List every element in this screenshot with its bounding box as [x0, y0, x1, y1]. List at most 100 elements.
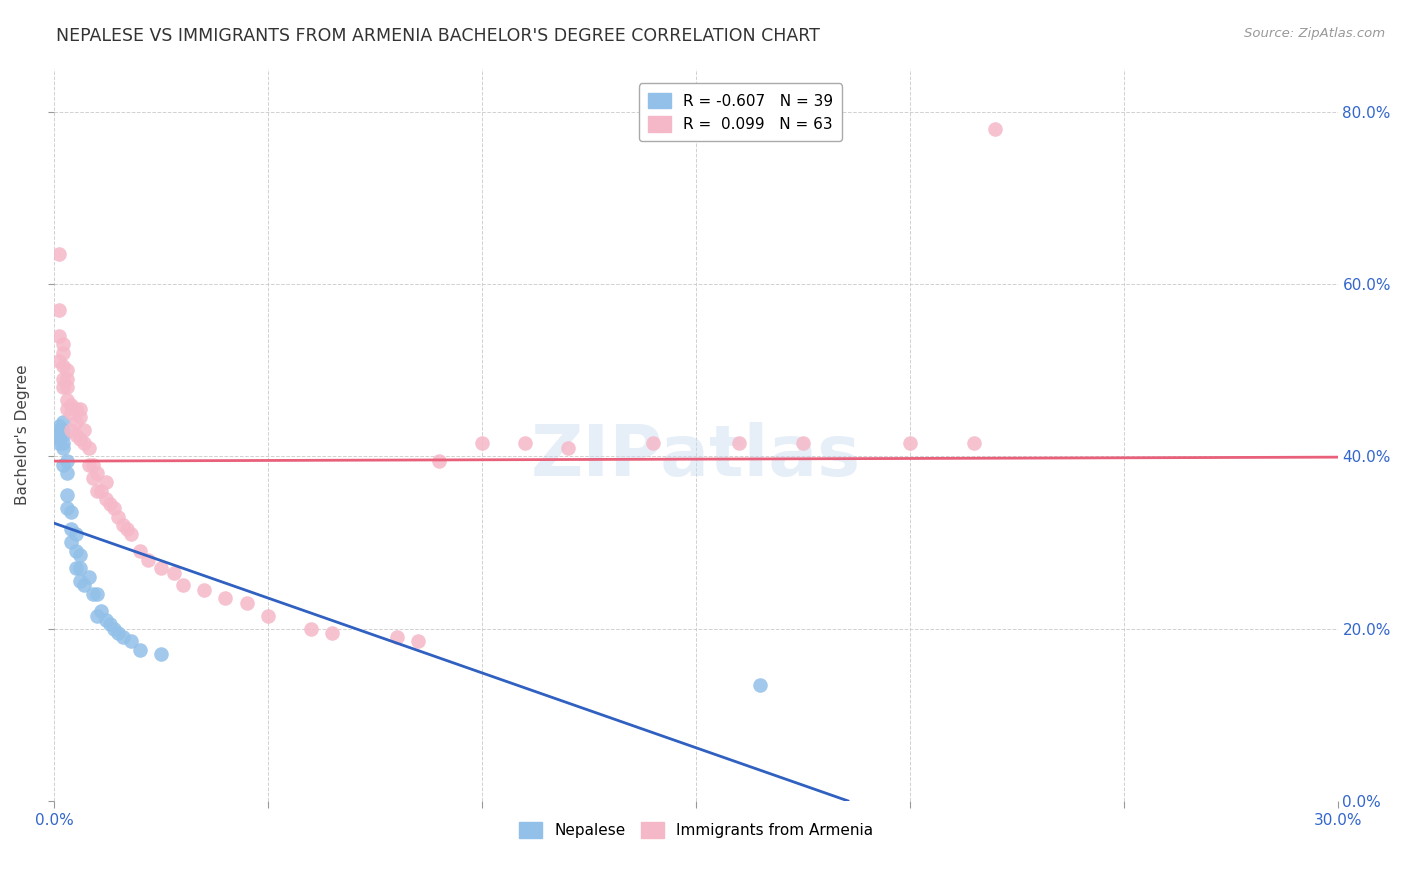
Point	[193, 582, 215, 597]
Point	[103, 622, 125, 636]
Point	[48, 246, 70, 260]
Point	[65, 427, 87, 442]
Text: ZIPatlas: ZIPatlas	[531, 422, 860, 491]
Point	[56, 393, 79, 408]
Text: NEPALESE VS IMMIGRANTS FROM ARMENIA BACHELOR'S DEGREE CORRELATION CHART: NEPALESE VS IMMIGRANTS FROM ARMENIA BACH…	[56, 27, 820, 45]
Point	[69, 549, 91, 563]
Point	[48, 419, 70, 434]
Point	[98, 497, 121, 511]
Point	[427, 453, 450, 467]
Point	[69, 561, 91, 575]
Point	[48, 432, 70, 446]
Point	[94, 613, 117, 627]
Point	[150, 561, 173, 575]
Point	[60, 523, 83, 537]
Point	[82, 458, 104, 472]
Point	[48, 424, 70, 438]
Point	[107, 625, 129, 640]
Point	[48, 354, 70, 368]
Point	[471, 436, 494, 450]
Point	[52, 441, 75, 455]
Point	[56, 401, 79, 416]
Point	[98, 617, 121, 632]
Point	[86, 483, 108, 498]
Point	[73, 578, 96, 592]
Point	[52, 380, 75, 394]
Point	[56, 363, 79, 377]
Point	[56, 453, 79, 467]
Point	[898, 436, 921, 450]
Point	[60, 505, 83, 519]
Point	[406, 634, 429, 648]
Point	[963, 436, 986, 450]
Point	[60, 398, 83, 412]
Point	[48, 427, 70, 442]
Point	[86, 467, 108, 481]
Point	[48, 328, 70, 343]
Point	[52, 424, 75, 438]
Point	[60, 535, 83, 549]
Point	[115, 523, 138, 537]
Point	[984, 121, 1007, 136]
Point	[385, 630, 408, 644]
Point	[120, 526, 142, 541]
Point	[107, 509, 129, 524]
Point	[52, 372, 75, 386]
Point	[128, 544, 150, 558]
Point	[56, 467, 79, 481]
Point	[94, 475, 117, 489]
Point	[321, 625, 343, 640]
Point	[52, 427, 75, 442]
Point	[557, 441, 579, 455]
Point	[90, 604, 112, 618]
Point	[792, 436, 814, 450]
Point	[65, 561, 87, 575]
Point	[82, 587, 104, 601]
Point	[111, 518, 134, 533]
Point	[77, 441, 100, 455]
Point	[52, 337, 75, 351]
Point	[94, 492, 117, 507]
Point	[236, 596, 259, 610]
Point	[128, 643, 150, 657]
Point	[86, 608, 108, 623]
Point	[82, 471, 104, 485]
Y-axis label: Bachelor's Degree: Bachelor's Degree	[15, 365, 30, 505]
Point	[727, 436, 749, 450]
Point	[56, 380, 79, 394]
Point	[299, 622, 322, 636]
Point	[48, 436, 70, 450]
Point	[65, 526, 87, 541]
Text: Source: ZipAtlas.com: Source: ZipAtlas.com	[1244, 27, 1385, 40]
Point	[52, 458, 75, 472]
Point	[52, 436, 75, 450]
Point	[60, 424, 83, 438]
Point	[65, 415, 87, 429]
Point	[103, 500, 125, 515]
Point	[214, 591, 236, 606]
Point	[65, 544, 87, 558]
Point	[52, 346, 75, 360]
Point	[86, 587, 108, 601]
Point	[56, 488, 79, 502]
Point	[73, 436, 96, 450]
Point	[513, 436, 536, 450]
Point	[73, 424, 96, 438]
Point	[77, 458, 100, 472]
Point	[257, 608, 280, 623]
Point	[69, 432, 91, 446]
Point	[163, 566, 186, 580]
Point	[48, 302, 70, 317]
Point	[69, 410, 91, 425]
Point	[138, 552, 160, 566]
Point	[52, 415, 75, 429]
Point	[69, 401, 91, 416]
Point	[77, 570, 100, 584]
Point	[111, 630, 134, 644]
Point	[60, 406, 83, 420]
Legend: Nepalese, Immigrants from Armenia: Nepalese, Immigrants from Armenia	[513, 816, 879, 845]
Point	[150, 648, 173, 662]
Point	[643, 436, 665, 450]
Point	[120, 634, 142, 648]
Point	[56, 372, 79, 386]
